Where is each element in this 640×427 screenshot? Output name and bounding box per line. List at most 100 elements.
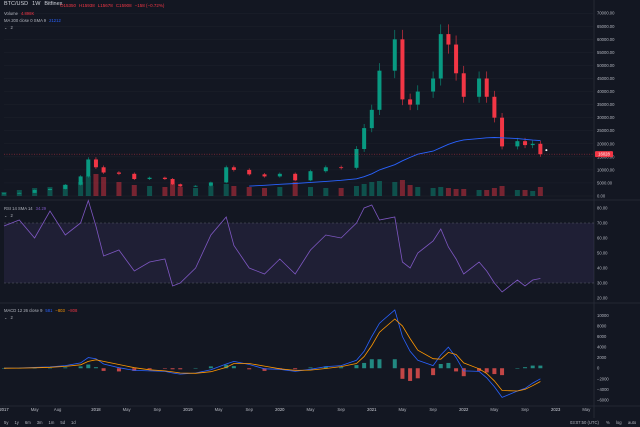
macd-histogram-bar: [477, 368, 482, 371]
macd-histogram-bar: [446, 362, 451, 369]
macd-line: [3, 309, 541, 398]
symbol-legend[interactable]: BTC/USD 1W Bitfinex: [4, 1, 66, 7]
macd-histogram-bar: [538, 365, 543, 369]
chevron-icon[interactable]: ⌄: [4, 25, 8, 30]
option-percent[interactable]: %: [606, 420, 610, 425]
candle-body: [231, 167, 236, 170]
ma-value: 21212: [49, 18, 61, 23]
ma-legend[interactable]: MA 200 close 0 SMA 9 21212: [4, 18, 64, 23]
range-1m[interactable]: 1m: [48, 420, 55, 425]
candle-body: [63, 184, 68, 189]
price-tick-label: 65000.00: [597, 24, 615, 29]
indicators-collapse[interactable]: ⌄ 2: [4, 25, 16, 30]
macd-label: MACD 12 26 close 9: [4, 308, 43, 313]
change-value: −158 (−0.72%): [134, 2, 165, 8]
range-5d[interactable]: 5d: [60, 420, 66, 425]
candle-body: [523, 141, 528, 146]
candle-body: [492, 96, 497, 118]
low-value: L15678: [97, 2, 113, 8]
macd-histogram-bar: [323, 366, 328, 369]
volume-bar: [461, 189, 467, 196]
rsi-tick-label: 70.00: [597, 221, 608, 226]
price-tick-label: 10000.00: [597, 167, 615, 172]
price-tick-label: 70000.00: [597, 11, 615, 16]
symbol-name: BTC/USD: [4, 1, 29, 7]
macd-tick-label: 10000: [597, 313, 609, 318]
candle-body: [32, 189, 37, 193]
candle-body: [116, 172, 121, 174]
price-tick-label: 60000.00: [597, 37, 615, 42]
volume-bar: [353, 186, 359, 196]
volume-bar: [376, 181, 382, 196]
macd-tick-label: −4000: [597, 387, 609, 392]
candle-body: [78, 176, 83, 185]
volume-bar: [430, 188, 436, 196]
price-tick-label: 40000.00: [597, 89, 615, 94]
time-tick-label: 2019: [183, 407, 193, 412]
macd-histogram-bar: [369, 359, 374, 369]
volume-bar: [522, 190, 528, 196]
time-tick-label: Sep: [429, 407, 437, 412]
volume-bar: [93, 174, 99, 196]
range-6m[interactable]: 6m: [24, 420, 31, 425]
volume-bar: [246, 187, 252, 196]
candle-body: [392, 39, 397, 71]
time-tick-label: Sep: [154, 407, 162, 412]
candle-body: [477, 78, 482, 97]
volume-bar: [438, 187, 444, 196]
candle-body: [484, 78, 489, 97]
range-1y[interactable]: 1y: [14, 420, 19, 425]
macd-histogram-bar: [93, 367, 98, 369]
option-auto[interactable]: auto: [628, 420, 637, 425]
range-3m[interactable]: 3m: [36, 420, 43, 425]
candle-body: [461, 73, 466, 97]
macd-tick-label: −6000: [597, 398, 609, 403]
candle-body: [500, 117, 505, 147]
volume-bar: [292, 182, 298, 196]
macd-histogram-bar: [484, 368, 489, 373]
rsi-tick-label: 80.00: [597, 206, 608, 211]
rsi-collapse[interactable]: ⌄ 2: [4, 213, 16, 218]
close-value: C15908: [115, 2, 132, 8]
last-price-label: 16028: [598, 152, 610, 157]
volume-bar: [361, 184, 367, 196]
macd-histogram-bar: [116, 368, 121, 372]
time-tick-label: 2020: [275, 407, 285, 412]
macd-tick-label: 0: [597, 366, 600, 371]
chevron-icon[interactable]: ⌄: [4, 315, 8, 320]
range-5y[interactable]: 5y: [4, 420, 9, 425]
rsi-band: [4, 223, 594, 283]
candle-body: [369, 109, 374, 129]
time-tick-label: May: [490, 407, 499, 412]
volume-bar: [369, 182, 375, 196]
candle-body: [247, 169, 252, 175]
candle-body: [101, 167, 106, 173]
volume-bar: [47, 187, 53, 196]
volume-bar: [484, 190, 490, 196]
macd-tick-label: −2000: [597, 376, 609, 381]
volume-bar: [323, 188, 329, 196]
rsi-legend[interactable]: RSI 14 SMA 14 34.29: [4, 206, 49, 211]
open-value: O15350: [60, 2, 77, 8]
candle-body: [224, 167, 229, 183]
price-tick-label: 5000.00: [597, 180, 613, 185]
volume-bar: [338, 188, 344, 196]
macd-histogram-bar: [170, 368, 175, 370]
range-1d[interactable]: 1d: [71, 420, 76, 425]
last-price-badge: [595, 151, 613, 158]
macd-histogram-bar: [362, 362, 367, 369]
macd-legend[interactable]: MACD 12 26 close 9 581 −803 −808: [4, 308, 80, 313]
option-log[interactable]: log: [616, 420, 622, 425]
macd-collapse[interactable]: ⌄ 2: [4, 315, 16, 320]
candle-body: [2, 193, 6, 195]
signal-value: −803: [55, 308, 65, 313]
rsi-value: 34.29: [35, 206, 47, 211]
macd-histogram-bar: [47, 367, 52, 369]
macd-histogram-bar: [293, 368, 298, 370]
range-bar: 5y 1y 6m 3m 1m 5d 1d: [4, 420, 82, 425]
chevron-icon[interactable]: ⌄: [4, 213, 8, 218]
price-tick-label: 35000.00: [597, 102, 615, 107]
volume-legend[interactable]: Volume 4.898K: [4, 11, 37, 16]
volume-bar: [78, 182, 84, 196]
